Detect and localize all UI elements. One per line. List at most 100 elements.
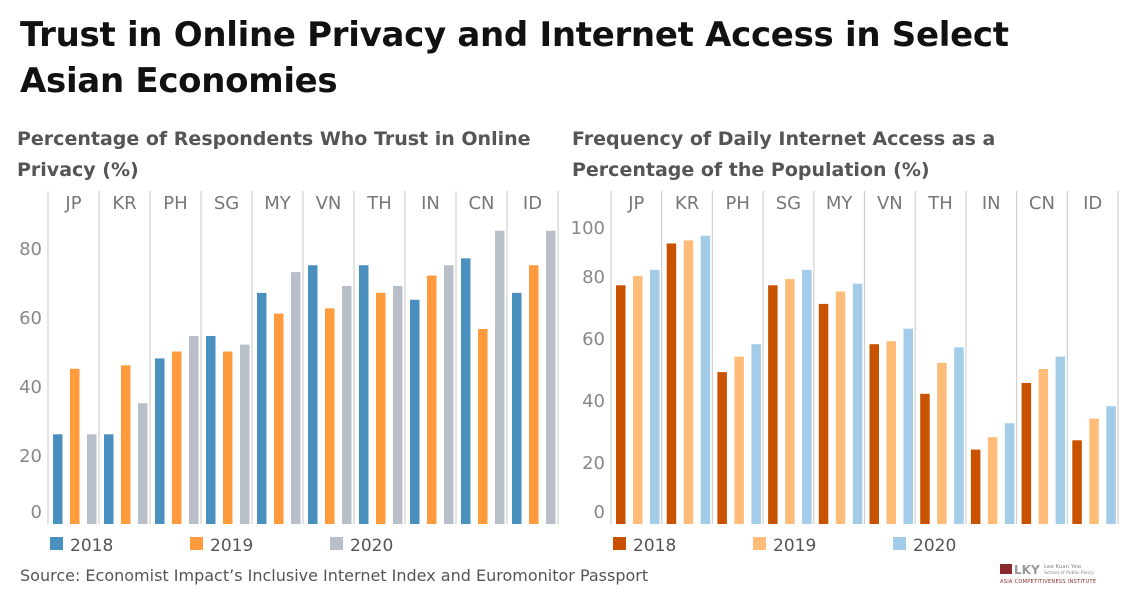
bar-in-2018 [970, 449, 981, 524]
bar-kr-2019 [121, 365, 131, 524]
bar-jp-2019 [633, 276, 643, 524]
bar-ph-2020 [751, 344, 761, 524]
bar-cn-2019 [1038, 369, 1049, 524]
bar-th-2019 [376, 292, 386, 524]
bar-th-2018 [359, 265, 369, 524]
page-title: Trust in Online Privacy and Internet Acc… [20, 15, 1009, 101]
bar-ph-2019 [734, 356, 744, 524]
bar-jp-2018 [53, 434, 63, 524]
bar-my-2020 [852, 283, 863, 524]
category-label: CN [1029, 193, 1055, 214]
legend-swatch-2018 [50, 537, 63, 550]
bar-vn-2018 [869, 344, 879, 524]
category-label: VN [316, 193, 342, 214]
legend-label-2019: 2019 [773, 536, 816, 556]
y-tick-label: 20 [19, 446, 42, 467]
legend-label-2020: 2020 [913, 536, 956, 556]
bar-my-2018 [818, 303, 829, 524]
category-label: JP [64, 193, 81, 214]
bar-in-2020 [1004, 423, 1015, 524]
bar-jp-2020 [87, 434, 97, 524]
bar-kr-2020 [700, 235, 711, 524]
legend-label-2018: 2018 [633, 536, 676, 556]
legend-swatch-2020 [893, 537, 906, 550]
bar-vn-2019 [325, 308, 335, 524]
svg-text:Lee Kuan Yew: Lee Kuan Yew [1044, 564, 1082, 570]
svg-text:School of Public Policy: School of Public Policy [1044, 570, 1094, 576]
bar-kr-2018 [666, 243, 677, 524]
y-tick-label: 40 [19, 377, 42, 398]
bar-id-2020 [1106, 406, 1116, 524]
category-label: IN [421, 193, 440, 214]
category-label: JP [627, 193, 644, 214]
internet-access-chart: JP KR PH SG MY VN TH IN CN ID 0 20 40 60 80 100 2018 2019… [571, 191, 1119, 556]
bar-sg-2020 [240, 344, 250, 524]
bar-vn-2018 [308, 265, 318, 524]
bar-cn-2018 [1021, 382, 1032, 524]
left-chart-title: Percentage of Respondents Who Trust in O… [17, 128, 531, 181]
svg-text:ASIA COMPETITIVENESS INSTITUTE: ASIA COMPETITIVENESS INSTITUTE [1000, 579, 1096, 585]
bar-vn-2020 [903, 328, 913, 524]
bar-sg-2018 [206, 335, 216, 524]
bar-id-2020 [546, 230, 556, 524]
category-label: KR [675, 193, 699, 214]
bar-th-2020 [954, 347, 964, 524]
y-tick-label: 0 [31, 502, 42, 523]
y-tick-label: 100 [571, 218, 605, 239]
legend-label-2018: 2018 [70, 536, 113, 556]
bar-sg-2020 [802, 269, 812, 524]
category-label: IN [982, 193, 1001, 214]
bar-my-2019 [274, 313, 284, 524]
svg-text:LKY: LKY [1014, 563, 1040, 577]
trust-privacy-chart: JP KR PH SG MY VN TH IN CN ID 0 20 40 60 80 2018 2019 202… [19, 191, 559, 556]
legend-swatch-2019 [190, 537, 203, 550]
category-label: PH [726, 193, 750, 214]
bar-sg-2019 [785, 279, 795, 524]
legend-swatch-2020 [330, 537, 343, 550]
category-label: TH [366, 193, 392, 214]
category-label: MY [826, 193, 854, 214]
category-label: VN [877, 193, 903, 214]
bar-th-2019 [937, 362, 947, 524]
legend-label-2019: 2019 [210, 536, 253, 556]
category-label: PH [163, 193, 187, 214]
bar-my-2018 [257, 292, 267, 524]
y-tick-label: 60 [582, 329, 605, 350]
category-label: KR [112, 193, 136, 214]
bar-id-2018 [512, 292, 522, 524]
bar-jp-2018 [616, 285, 626, 524]
bar-sg-2018 [768, 285, 778, 524]
bar-ph-2019 [172, 351, 182, 524]
lky-logo: LKY Lee Kuan Yew School of Public Policy… [1000, 563, 1096, 585]
bar-my-2019 [835, 291, 846, 524]
bar-sg-2019 [223, 351, 233, 524]
y-tick-label: 60 [19, 308, 42, 329]
bar-kr-2019 [683, 240, 694, 524]
bar-id-2018 [1072, 440, 1082, 524]
bar-vn-2019 [886, 341, 896, 524]
category-label: SG [776, 193, 801, 214]
y-tick-label: 40 [582, 391, 605, 412]
bar-in-2020 [444, 265, 454, 524]
category-label: MY [264, 193, 292, 214]
bar-kr-2020 [138, 403, 148, 524]
category-label: SG [214, 193, 239, 214]
bar-th-2020 [393, 285, 403, 524]
category-label: TH [927, 193, 953, 214]
right-chart-title: Frequency of Daily Internet Access as a … [572, 128, 996, 181]
legend-swatch-2019 [753, 537, 766, 550]
bar-vn-2020 [342, 285, 352, 524]
bar-cn-2019 [478, 329, 488, 524]
bar-th-2018 [920, 393, 930, 524]
bar-in-2019 [987, 437, 998, 524]
bar-id-2019 [1089, 418, 1099, 524]
bar-ph-2018 [717, 372, 727, 524]
bar-in-2018 [410, 299, 420, 524]
bar-cn-2020 [495, 230, 505, 524]
bar-id-2019 [529, 265, 539, 524]
legend-label-2020: 2020 [350, 536, 393, 556]
bar-ph-2018 [155, 358, 165, 524]
bar-kr-2018 [104, 434, 114, 524]
source-note: Source: Economist Impact’s Inclusive Int… [20, 566, 649, 585]
category-label: CN [468, 193, 494, 214]
